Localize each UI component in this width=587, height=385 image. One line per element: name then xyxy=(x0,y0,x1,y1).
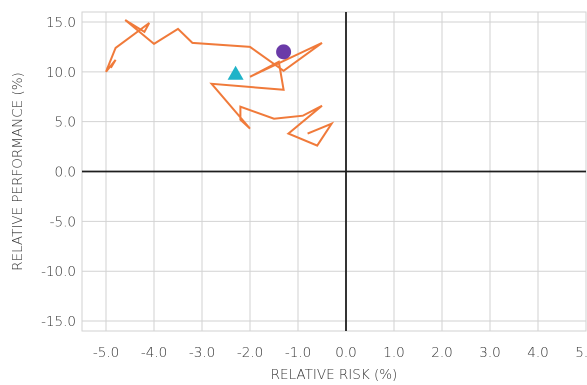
x-tick-label: 1.0 xyxy=(383,345,404,361)
x-tick-label: 3.0 xyxy=(479,345,500,361)
performance-trail-line xyxy=(105,19,335,147)
tick-labels-layer: -5.0 -4.0 -3.0 -2.0 -1.0 0.0 1.0 2.0 3.0 4.0 5.0 15… xyxy=(41,15,587,361)
x-tick-label: -1.0 xyxy=(285,345,311,361)
start-point-triangle-marker xyxy=(227,65,244,80)
trail-layer xyxy=(105,19,335,147)
x-tick-label: -2.0 xyxy=(237,345,263,361)
end-point-circle-marker xyxy=(276,44,292,60)
y-tick-label: 0.0 xyxy=(55,165,76,181)
x-tick-label: 4.0 xyxy=(527,345,548,361)
y-tick-label: -15.0 xyxy=(41,314,76,330)
y-tick-label: 10.0 xyxy=(46,65,76,81)
x-tick-label: 2.0 xyxy=(431,345,452,361)
axes-layer xyxy=(82,12,586,331)
x-tick-label: -3.0 xyxy=(189,345,215,361)
x-tick-label: -4.0 xyxy=(141,345,167,361)
y-axis-label: RELATIVE PERFORMANCE (%) xyxy=(10,72,26,271)
x-tick-label: 0.0 xyxy=(335,345,356,361)
x-tick-label: -5.0 xyxy=(93,345,119,361)
y-tick-label: 5.0 xyxy=(55,115,76,131)
x-axis-label: RELATIVE RISK (%) xyxy=(271,367,398,383)
x-tick-label: 5.0 xyxy=(575,345,587,361)
y-tick-label: 15.0 xyxy=(46,15,76,31)
y-tick-label: -5.0 xyxy=(50,214,76,230)
marker-layer xyxy=(227,44,292,80)
y-tick-label: -10.0 xyxy=(41,264,76,280)
